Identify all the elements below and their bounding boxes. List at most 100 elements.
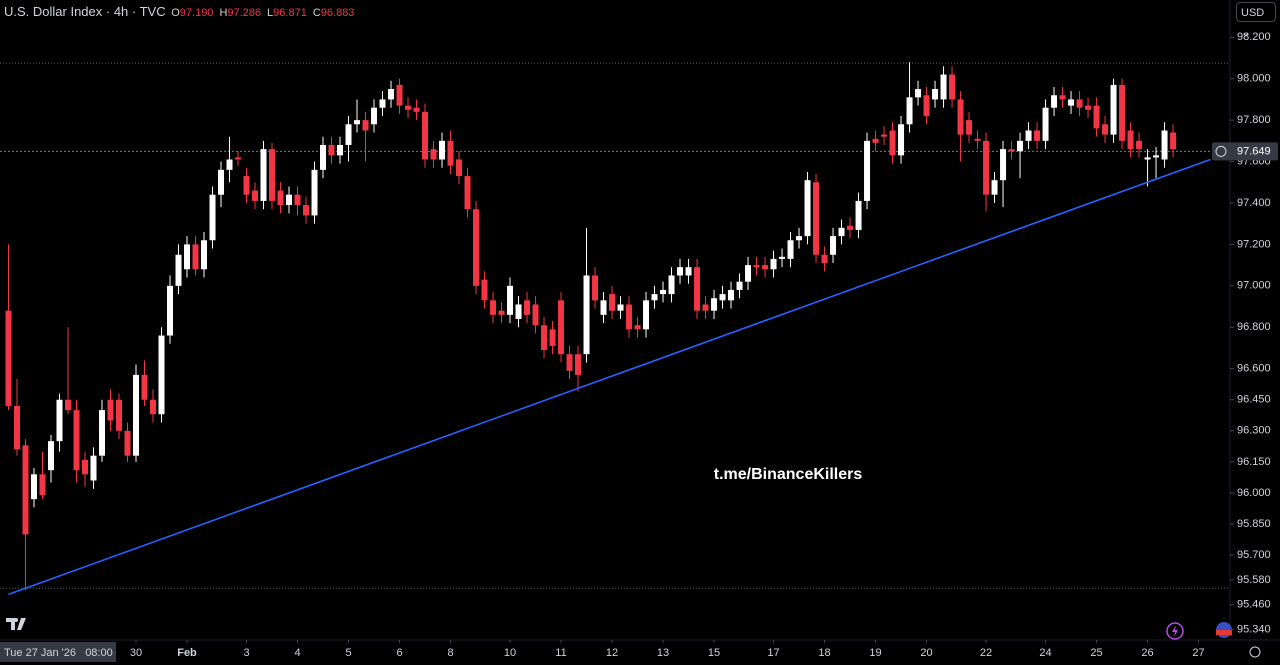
candle-body bbox=[294, 194, 301, 206]
candle-body bbox=[966, 120, 973, 135]
candle-body bbox=[821, 254, 828, 264]
watermark: t.me/BinanceKillers bbox=[714, 466, 863, 483]
candle-body bbox=[1170, 132, 1177, 150]
candle-body bbox=[685, 267, 692, 276]
candle-body bbox=[345, 124, 352, 145]
candle-body bbox=[133, 374, 140, 456]
y-tick-label: 96.300 bbox=[1237, 425, 1271, 437]
candle-body bbox=[371, 107, 378, 125]
x-tick-label: 4 bbox=[294, 647, 300, 659]
candle-body bbox=[167, 285, 174, 336]
candle-body bbox=[201, 240, 208, 270]
x-tick-label: 3 bbox=[243, 647, 249, 659]
candle-body bbox=[464, 176, 471, 210]
candle-body bbox=[150, 399, 157, 415]
candle-body bbox=[745, 265, 752, 282]
candle-body bbox=[56, 399, 63, 442]
candle-body bbox=[804, 180, 811, 237]
candle-body bbox=[1110, 84, 1117, 135]
crosshair-label-bg bbox=[0, 642, 116, 662]
x-tick-label: 12 bbox=[606, 647, 618, 659]
x-tick-label: 19 bbox=[869, 647, 881, 659]
candle-body bbox=[1051, 95, 1058, 108]
ohlc-legend: O97.190 H97.286 L96.871 C96.883 bbox=[169, 4, 358, 19]
candle-body bbox=[481, 279, 488, 301]
candle-body bbox=[413, 107, 420, 112]
x-tick-label: 26 bbox=[1141, 647, 1153, 659]
candle-body bbox=[532, 304, 539, 326]
candle-body bbox=[311, 169, 318, 216]
candle-body bbox=[634, 325, 641, 330]
candle-body bbox=[940, 74, 947, 100]
candle-body bbox=[830, 236, 837, 255]
candle-body bbox=[1017, 140, 1024, 152]
crosshair-label: Tue 27 Jan '26 08:00 bbox=[4, 647, 113, 659]
y-tick-label: 95.340 bbox=[1237, 624, 1271, 636]
candle-body bbox=[813, 182, 820, 255]
candle-body bbox=[711, 298, 718, 311]
candle-body bbox=[422, 111, 429, 160]
candle-body bbox=[855, 200, 862, 230]
last-price-plus bbox=[1215, 145, 1227, 157]
x-tick-label: 27 bbox=[1192, 647, 1204, 659]
x-tick-label: 13 bbox=[657, 647, 669, 659]
candle-body bbox=[456, 159, 463, 177]
candle-body bbox=[889, 130, 896, 156]
candle-body bbox=[702, 304, 709, 311]
candle-body bbox=[430, 149, 437, 160]
candle-body bbox=[1034, 130, 1041, 141]
x-tick-label: 8 bbox=[447, 647, 453, 659]
candle-body bbox=[1136, 140, 1143, 150]
candle-body bbox=[90, 455, 97, 481]
candle-body bbox=[473, 209, 480, 286]
y-tick-label: 98.000 bbox=[1237, 73, 1271, 85]
candle-body bbox=[490, 300, 497, 315]
ohlc-key: C bbox=[312, 7, 321, 19]
candle-body bbox=[787, 240, 794, 259]
ohlc-value: 96.871 bbox=[273, 7, 307, 19]
candle-body bbox=[932, 89, 939, 100]
candle-body bbox=[906, 97, 913, 125]
candle-body bbox=[770, 258, 777, 270]
candle-body bbox=[379, 99, 386, 108]
candle-body bbox=[881, 134, 888, 137]
candle-body bbox=[617, 304, 624, 311]
x-tick-label: 30 bbox=[130, 647, 142, 659]
candle-body bbox=[660, 289, 667, 295]
candle-body bbox=[362, 120, 369, 131]
candle-body bbox=[48, 441, 55, 471]
currency-label: USD bbox=[1241, 7, 1265, 19]
candle-body bbox=[73, 410, 80, 471]
candle-body bbox=[643, 300, 650, 330]
candle-body bbox=[1161, 130, 1168, 160]
candle-body bbox=[762, 265, 769, 270]
currency-button[interactable]: USD ⌄ bbox=[1236, 2, 1276, 39]
ohlc-key: L bbox=[267, 7, 274, 19]
x-tick-label: 15 bbox=[708, 647, 720, 659]
x-tick-label: 5 bbox=[345, 647, 351, 659]
candle-body bbox=[609, 294, 616, 311]
candle-body bbox=[1059, 95, 1066, 100]
candle-body bbox=[677, 267, 684, 276]
last-price-tag bbox=[1212, 142, 1278, 161]
candle-body bbox=[549, 329, 556, 346]
candle-body bbox=[1042, 107, 1049, 141]
x-tick-label: 18 bbox=[818, 647, 830, 659]
candle-body bbox=[107, 399, 114, 421]
candle-body bbox=[583, 275, 590, 355]
candle-body bbox=[286, 194, 293, 206]
x-tick-label: 11 bbox=[555, 647, 566, 659]
x-tick-label: 6 bbox=[396, 647, 402, 659]
candle-body bbox=[991, 180, 998, 195]
candle-body bbox=[694, 267, 701, 311]
candle-body bbox=[22, 445, 29, 535]
y-tick-label: 98.200 bbox=[1237, 31, 1271, 43]
ohlc-value: 96.883 bbox=[320, 7, 355, 19]
y-tick-label: 97.200 bbox=[1237, 238, 1271, 250]
candle-body bbox=[184, 244, 191, 270]
candle-body bbox=[320, 144, 327, 170]
candle-body bbox=[983, 140, 990, 195]
candle-body bbox=[226, 159, 233, 170]
